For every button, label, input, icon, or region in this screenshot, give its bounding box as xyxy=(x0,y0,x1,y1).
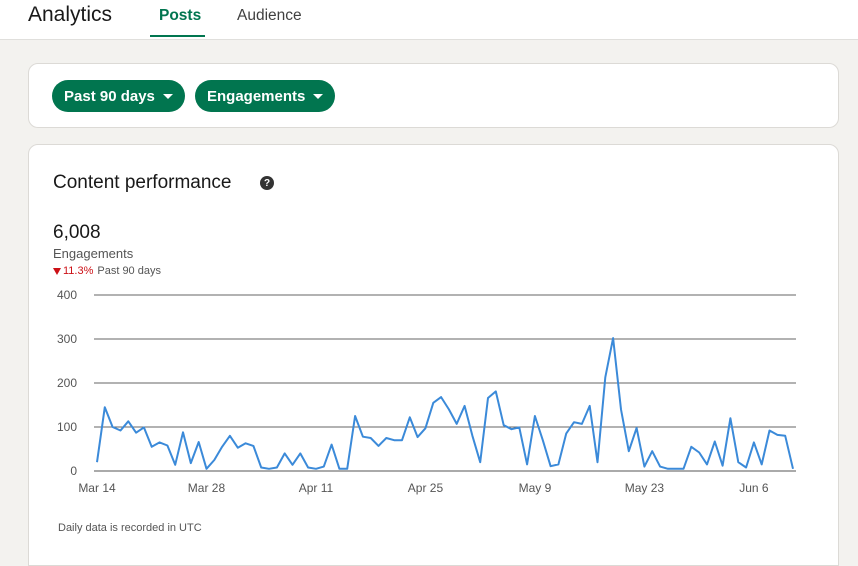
tab-audience[interactable]: Audience xyxy=(237,7,302,24)
filter-card: Past 90 days Engagements xyxy=(28,63,839,128)
page-title: Analytics xyxy=(28,3,113,26)
x-tick-label: Jun 6 xyxy=(739,481,769,495)
metric-name: Engagements xyxy=(53,246,134,261)
trend-period: Past 90 days xyxy=(97,265,161,277)
tab-posts[interactable]: Posts xyxy=(159,7,202,24)
date-range-dropdown[interactable]: Past 90 days xyxy=(52,80,185,112)
x-tick-label: May 9 xyxy=(519,481,552,495)
caret-down-icon xyxy=(313,93,324,99)
x-tick-label: Mar 28 xyxy=(188,481,226,495)
trend-row: 11.3% Past 90 days xyxy=(53,265,161,277)
metric-label: Engagements xyxy=(207,87,306,105)
x-tick-label: Apr 25 xyxy=(408,481,444,495)
utc-footnote: Daily data is recorded in UTC xyxy=(58,522,202,534)
trend-percentage: 11.3% xyxy=(63,265,94,277)
engagements-series-line xyxy=(96,337,794,470)
y-tick-label: 400 xyxy=(57,288,77,302)
trend-down-icon xyxy=(53,267,61,275)
section-title: Content performance xyxy=(53,172,232,193)
date-range-label: Past 90 days xyxy=(64,87,155,105)
question-mark-icon[interactable]: ? xyxy=(260,176,274,190)
y-tick-label: 300 xyxy=(57,332,77,346)
x-tick-label: Mar 14 xyxy=(78,481,116,495)
metric-dropdown[interactable]: Engagements xyxy=(195,80,336,112)
total-engagements: 6,008 xyxy=(53,222,101,243)
x-tick-label: Apr 11 xyxy=(299,481,334,495)
active-tab-indicator xyxy=(150,35,205,37)
y-tick-label: 200 xyxy=(57,376,77,390)
caret-down-icon xyxy=(162,93,173,99)
top-bar: Analytics Posts Audience xyxy=(0,0,858,40)
engagements-line-chart: 0 100 200 300 400 Mar 14 Mar 28 Apr 11 Apr 25 May… xyxy=(57,288,796,495)
x-tick-label: May 23 xyxy=(625,481,665,495)
y-tick-label: 0 xyxy=(70,464,77,478)
content-performance-card: Content performance ? 6,008 Engagements … xyxy=(28,144,839,566)
y-tick-label: 100 xyxy=(57,420,77,434)
